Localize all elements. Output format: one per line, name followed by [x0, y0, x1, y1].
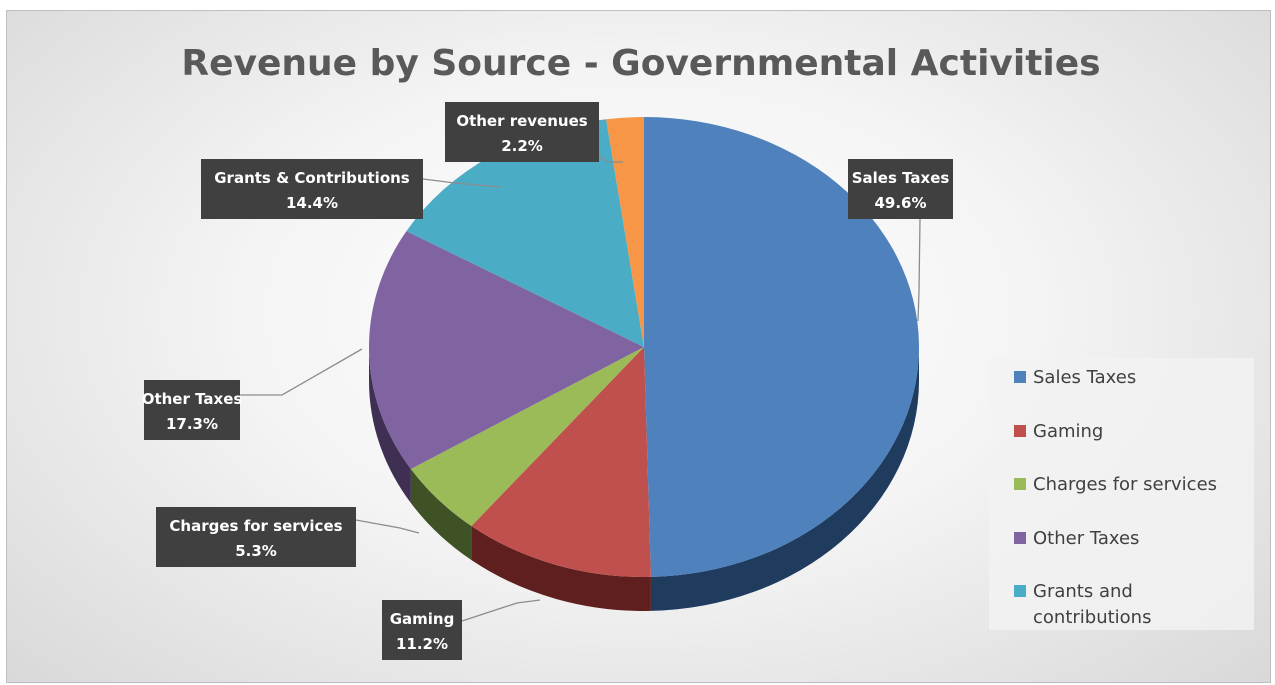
data-label-other-taxes: Other Taxes 17.3% — [142, 380, 243, 440]
legend-entry-sales-taxes: Sales Taxes — [1014, 367, 1136, 388]
data-label-category: Gaming — [390, 610, 455, 628]
legend-label: Grants and — [1033, 581, 1133, 602]
data-label-value: 5.3% — [235, 542, 277, 560]
legend-label-line2: contributions — [1033, 607, 1151, 628]
data-label-value: 11.2% — [396, 635, 448, 653]
pie-group — [369, 117, 919, 611]
legend-swatch — [1014, 585, 1026, 597]
data-label-category: Charges for services — [169, 517, 342, 535]
data-label-grants-contributions: Grants & Contributions 14.4% — [201, 159, 423, 219]
legend-entry-charges-for-services: Charges for services — [1014, 474, 1217, 495]
data-label-category: Other Taxes — [142, 390, 243, 408]
data-label-category: Grants & Contributions — [214, 169, 410, 187]
leader-line-gaming — [462, 600, 540, 621]
data-label-gaming: Gaming 11.2% — [382, 600, 462, 660]
legend-swatch — [1014, 478, 1026, 490]
data-label-value: 14.4% — [286, 194, 338, 212]
data-label-charges-for-services: Charges for services 5.3% — [156, 507, 356, 567]
legend-swatch — [1014, 371, 1026, 383]
leader-line-charges-for-services — [356, 520, 419, 533]
chart-title: Revenue by Source - Governmental Activit… — [181, 43, 1100, 84]
legend-label: Gaming — [1033, 421, 1103, 442]
leader-line-sales-taxes — [918, 219, 920, 321]
legend-entry-other-taxes: Other Taxes — [1014, 528, 1139, 549]
data-label-other-revenues: Other revenues 2.2% — [445, 102, 599, 162]
legend-swatch — [1014, 425, 1026, 437]
leader-line-other-taxes — [240, 349, 362, 395]
legend-label: Sales Taxes — [1033, 367, 1136, 388]
data-label-category: Other revenues — [456, 112, 587, 130]
pie-chart: Revenue by Source - Governmental Activit… — [7, 11, 1270, 682]
chart-frame: Revenue by Source - Governmental Activit… — [6, 10, 1271, 683]
data-label-category: Sales Taxes — [852, 169, 950, 187]
data-label-value: 17.3% — [166, 415, 218, 433]
legend: Sales Taxes Gaming Charges for services Oth… — [989, 358, 1254, 630]
legend-label: Charges for services — [1033, 474, 1217, 495]
data-label-sales-taxes: Sales Taxes 49.6% — [848, 159, 953, 219]
data-label-value: 49.6% — [874, 194, 926, 212]
data-label-value: 2.2% — [501, 137, 543, 155]
legend-label: Other Taxes — [1033, 528, 1139, 549]
legend-swatch — [1014, 532, 1026, 544]
